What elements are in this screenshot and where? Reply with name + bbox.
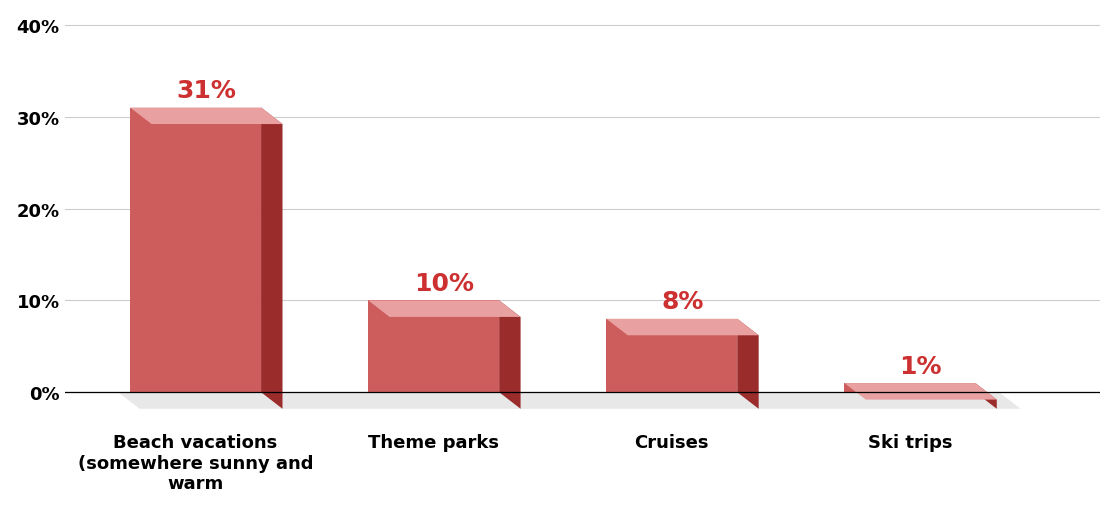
Polygon shape	[261, 108, 283, 409]
Polygon shape	[499, 301, 521, 409]
Polygon shape	[975, 383, 996, 409]
Text: 8%: 8%	[661, 290, 704, 314]
Polygon shape	[737, 319, 758, 409]
Text: 10%: 10%	[414, 271, 475, 295]
Polygon shape	[118, 392, 1021, 409]
Bar	[369, 301, 499, 392]
Text: 1%: 1%	[899, 354, 942, 378]
Polygon shape	[844, 383, 996, 400]
Polygon shape	[369, 301, 521, 317]
Bar	[607, 319, 737, 392]
Polygon shape	[130, 108, 283, 125]
Polygon shape	[607, 319, 758, 335]
Bar	[130, 108, 261, 392]
Text: 31%: 31%	[176, 79, 237, 103]
Bar	[844, 383, 975, 392]
